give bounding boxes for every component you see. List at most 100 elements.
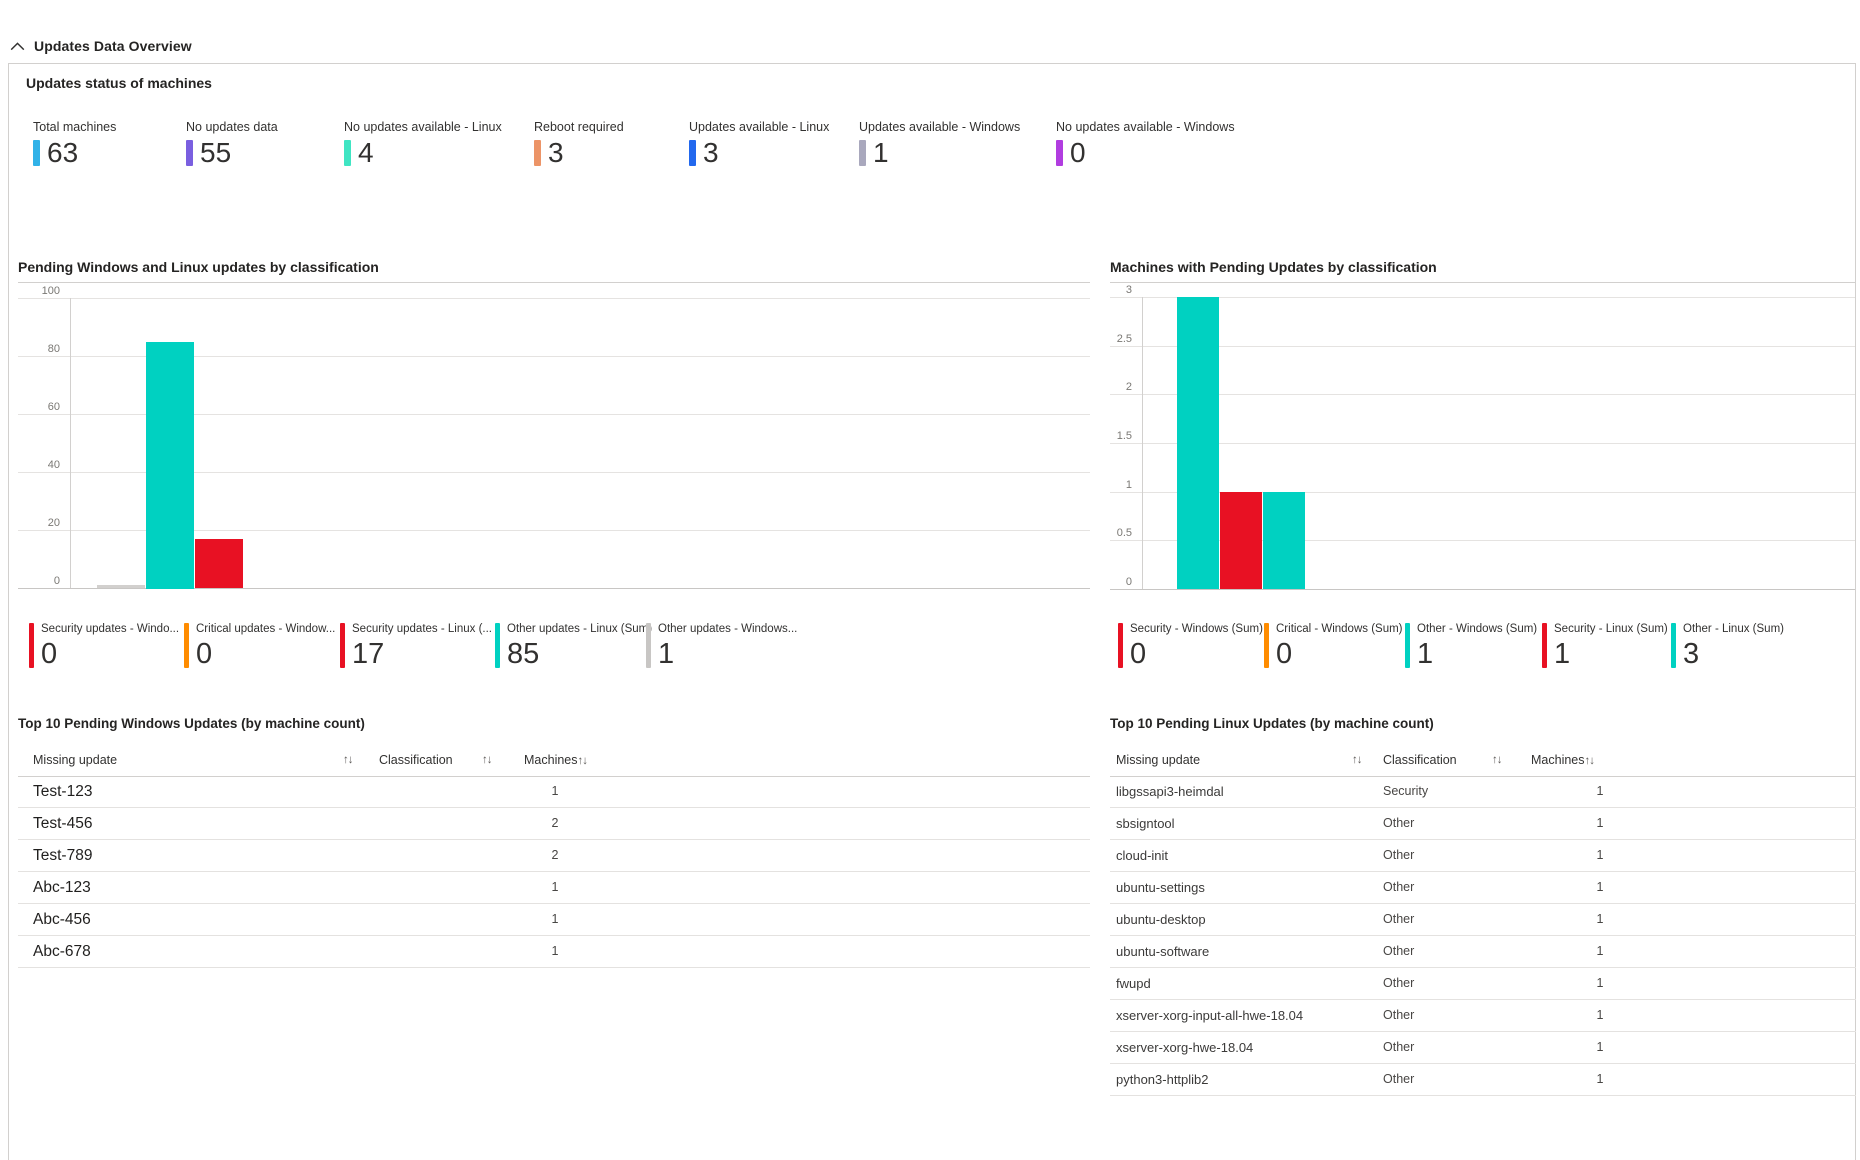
chart-bar[interactable] bbox=[1177, 297, 1219, 589]
linux-updates-table-title: Top 10 Pending Linux Updates (by machine… bbox=[1110, 716, 1434, 731]
sort-icon[interactable]: ↑↓ bbox=[1492, 754, 1502, 766]
table-row[interactable]: ubuntu-desktop Other 1 bbox=[1110, 904, 1856, 936]
column-header-missing-update[interactable]: Missing update bbox=[33, 753, 118, 767]
cell-classification: Other bbox=[1383, 848, 1415, 862]
metric-label: No updates available - Windows bbox=[1056, 120, 1235, 134]
table-row[interactable]: fwupd Other 1 bbox=[1110, 968, 1856, 1000]
legend-text: Other - Linux (Sum) 3 bbox=[1683, 623, 1784, 670]
metric-tile[interactable]: No updates available - Windows 0 bbox=[1056, 120, 1235, 167]
chart-gridline bbox=[1110, 540, 1855, 541]
cell-machines: 1 bbox=[1596, 976, 1604, 990]
column-header-classification[interactable]: Classification bbox=[379, 753, 453, 767]
cell-missing-update: ubuntu-settings bbox=[1116, 880, 1205, 895]
legend-tile[interactable]: Security - Windows (Sum) 0 bbox=[1118, 623, 1263, 669]
chart-bar[interactable] bbox=[195, 539, 243, 588]
legend-text: Other updates - Windows... 1 bbox=[658, 623, 797, 670]
chart-bar[interactable] bbox=[1263, 492, 1305, 589]
metric-value: 1 bbox=[873, 137, 889, 168]
legend-tile[interactable]: Critical updates - Window... 0 bbox=[184, 623, 335, 669]
metric-tile[interactable]: No updates available - Linux 4 bbox=[344, 120, 502, 168]
metric-tile[interactable]: Total machines 63 bbox=[33, 120, 116, 167]
metric-value: 4 bbox=[358, 137, 374, 168]
table-row[interactable]: Test-123 1 bbox=[18, 776, 1090, 808]
accordion-header[interactable]: Updates Data Overview bbox=[10, 38, 192, 54]
cell-classification: Other bbox=[1383, 816, 1415, 830]
legend-tile[interactable]: Critical - Windows (Sum) 0 bbox=[1264, 623, 1403, 670]
table-row[interactable]: Test-456 2 bbox=[18, 808, 1090, 840]
legend-tile[interactable]: Security - Linux (Sum) 1 bbox=[1542, 623, 1668, 669]
table-row[interactable]: sbsigntool Other 1 bbox=[1110, 808, 1856, 840]
legend-tile[interactable]: Security updates - Windo... 0 bbox=[29, 623, 179, 669]
legend-tile[interactable]: Security updates - Linux (... 17 bbox=[340, 623, 492, 669]
metric-label: Updates available - Linux bbox=[689, 120, 830, 134]
column-header-machines[interactable]: Machines↑↓ bbox=[524, 745, 588, 777]
legend-text: Critical - Windows (Sum) 0 bbox=[1276, 623, 1403, 670]
metric-value: 3 bbox=[703, 137, 719, 168]
legend-color-bar bbox=[1671, 623, 1676, 668]
cell-classification: Other bbox=[1383, 880, 1415, 894]
legend-tile[interactable]: Other updates - Linux (Sum) 85 bbox=[495, 623, 653, 669]
table-row[interactable]: Abc-456 1 bbox=[18, 904, 1090, 936]
table-row[interactable]: cloud-init Other 1 bbox=[1110, 840, 1856, 872]
chart-gridline bbox=[18, 298, 1090, 299]
table-header-underline bbox=[18, 776, 1090, 777]
column-header-classification[interactable]: Classification bbox=[1383, 753, 1457, 767]
cell-missing-update: Abc-678 bbox=[33, 943, 91, 960]
column-header-machines[interactable]: Machines↑↓ bbox=[1531, 745, 1595, 777]
legend-color-bar bbox=[1118, 623, 1123, 668]
chart-bar[interactable] bbox=[97, 585, 145, 588]
chart-bar[interactable] bbox=[1220, 492, 1262, 589]
cell-missing-update: xserver-xorg-hwe-18.04 bbox=[1116, 1040, 1254, 1055]
sort-icon[interactable]: ↑↓ bbox=[343, 754, 353, 766]
column-header-missing-update[interactable]: Missing update bbox=[1116, 753, 1201, 767]
metric-value: 3 bbox=[548, 137, 564, 168]
metric-tile[interactable]: No updates data 55 bbox=[186, 120, 278, 167]
cell-classification: Other bbox=[1383, 944, 1415, 958]
table-row[interactable]: python3-httplib2 Other 1 bbox=[1110, 1064, 1856, 1096]
machines-header-label: Machines bbox=[1531, 753, 1585, 767]
cell-machines: 1 bbox=[1596, 784, 1604, 798]
cell-missing-update: Test-456 bbox=[33, 815, 93, 832]
legend-label: Other updates - Linux (Sum) bbox=[507, 623, 653, 635]
cell-classification: Other bbox=[1383, 1072, 1415, 1086]
cell-machines: 1 bbox=[551, 880, 559, 894]
legend-tile[interactable]: Other - Windows (Sum) 1 bbox=[1405, 623, 1537, 670]
cell-missing-update: Test-123 bbox=[33, 783, 93, 800]
cell-machines: 1 bbox=[1596, 912, 1604, 926]
chart-gridline bbox=[18, 530, 1090, 531]
chart-gridline bbox=[1110, 443, 1855, 444]
legend-color-bar bbox=[184, 623, 189, 668]
metric-tile[interactable]: Updates available - Windows 1 bbox=[859, 120, 1020, 168]
legend-label: Other - Linux (Sum) bbox=[1683, 623, 1784, 635]
table-row[interactable]: ubuntu-software Other 1 bbox=[1110, 936, 1856, 968]
cell-classification: Security bbox=[1383, 784, 1429, 798]
legend-tile[interactable]: Other - Linux (Sum) 3 bbox=[1671, 623, 1784, 670]
legend-tile[interactable]: Other updates - Windows... 1 bbox=[646, 623, 797, 670]
legend-value: 3 bbox=[1683, 638, 1700, 670]
legend-value: 1 bbox=[658, 638, 675, 670]
metric-value-row: 4 bbox=[344, 137, 502, 168]
table-header-underline bbox=[1110, 776, 1856, 777]
metric-value-row: 55 bbox=[186, 139, 278, 167]
table-row[interactable]: Abc-678 1 bbox=[18, 936, 1090, 968]
legend-value: 0 bbox=[1276, 638, 1293, 670]
legend-text: Security updates - Linux (... 17 bbox=[352, 623, 492, 669]
chart-gridline bbox=[18, 414, 1090, 415]
table-row[interactable]: xserver-xorg-input-all-hwe-18.04 Other 1 bbox=[1110, 1000, 1856, 1032]
table-row[interactable]: ubuntu-settings Other 1 bbox=[1110, 872, 1856, 904]
cell-classification: Other bbox=[1383, 1008, 1415, 1022]
table-row[interactable]: Abc-123 1 bbox=[18, 872, 1090, 904]
table-row[interactable]: xserver-xorg-hwe-18.04 Other 1 bbox=[1110, 1032, 1856, 1064]
table-row[interactable]: Test-789 2 bbox=[18, 840, 1090, 872]
metric-label: Reboot required bbox=[534, 120, 624, 134]
sort-icon[interactable]: ↑↓ bbox=[482, 754, 492, 766]
chart-top-border bbox=[1110, 282, 1855, 283]
axis-tick-label: 0.5 bbox=[1116, 527, 1132, 539]
metric-tile[interactable]: Updates available - Linux 3 bbox=[689, 120, 830, 168]
machines-header-label: Machines bbox=[524, 753, 578, 767]
table-row[interactable]: libgssapi3-heimdal Security 1 bbox=[1110, 776, 1856, 808]
sort-icon[interactable]: ↑↓ bbox=[1352, 754, 1362, 766]
legend-value: 1 bbox=[1417, 638, 1434, 670]
metric-tile[interactable]: Reboot required 3 bbox=[534, 120, 624, 168]
chart-bar[interactable] bbox=[146, 342, 194, 589]
